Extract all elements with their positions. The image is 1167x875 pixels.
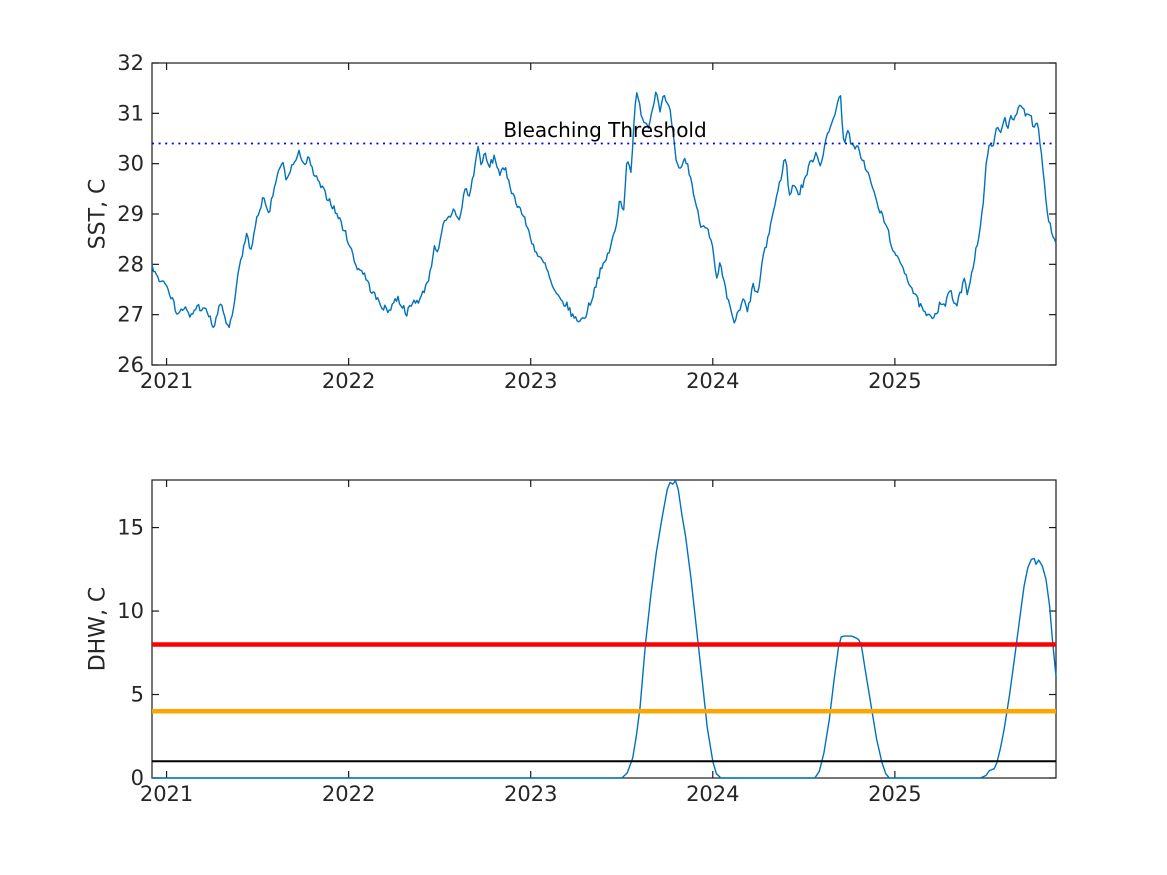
- dhw-x-tick-label: 2023: [504, 782, 557, 806]
- sst-y-tick-label: 26: [117, 353, 144, 377]
- sst-y-tick-label: 29: [117, 202, 144, 226]
- sst-x-tick-label: 2024: [686, 369, 739, 393]
- dhw-x-tick-label: 2022: [322, 782, 375, 806]
- dhw-x-tick-label: 2021: [140, 782, 193, 806]
- sst-y-tick-label: 27: [117, 303, 144, 327]
- dhw-axes: 2021 2022 2023 2024 2025 0 5 10 15: [117, 479, 1057, 806]
- dhw-x-tick-label: 2025: [868, 782, 921, 806]
- sst-axes: 2021 2022 2023 2024 2025 26 27 28 29 30 31 32: [117, 51, 1057, 393]
- sst-x-tick-label: 2021: [140, 369, 193, 393]
- dhw-y-tick-label: 5: [131, 683, 144, 707]
- sst-y-axis-label: SST, C: [85, 178, 111, 250]
- sst-y-tick-label: 31: [117, 101, 144, 125]
- sst-x-tick-label: 2023: [504, 369, 557, 393]
- sst-series-line-sst: [151, 91, 1057, 329]
- dhw-y-tick-label: 10: [117, 599, 144, 623]
- dhw-x-tick-label: 2024: [686, 782, 739, 806]
- sst-axes-frame: [151, 62, 1057, 366]
- sst-y-tick-label: 32: [117, 51, 144, 75]
- dhw-y-tick-label: 15: [117, 516, 144, 540]
- dhw-axes-frame: [151, 479, 1057, 779]
- bleaching-threshold-annotation: Bleaching Threshold: [503, 118, 707, 142]
- dhw-series-line-dhw: [152, 480, 1057, 779]
- dhw-y-axis-label: DHW, C: [85, 586, 111, 672]
- sst-y-tick-label: 28: [117, 252, 144, 276]
- dhw-y-tick-label: 0: [131, 766, 144, 790]
- sst-y-tick-label: 30: [117, 152, 144, 176]
- sst-x-tick-label: 2022: [322, 369, 375, 393]
- sst-x-tick-label: 2025: [868, 369, 921, 393]
